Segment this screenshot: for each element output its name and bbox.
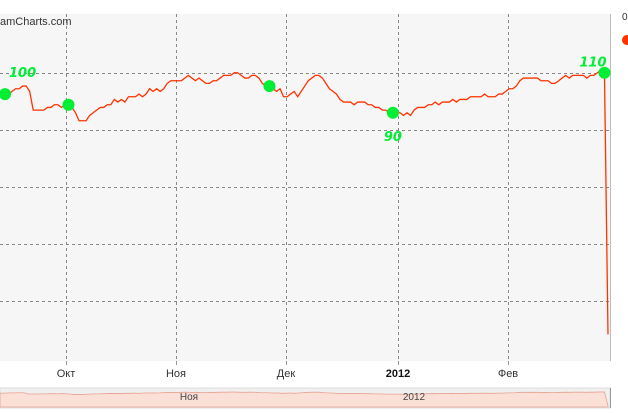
data-point-marker[interactable] [62, 98, 75, 111]
legend-label: 0 [622, 12, 628, 23]
data-point-marker[interactable] [263, 80, 276, 93]
x-tick-label: Дек [277, 368, 296, 380]
navigator-label: 2012 [403, 392, 426, 403]
data-point-label: 90 [384, 130, 402, 145]
data-point-marker[interactable] [386, 106, 399, 119]
series-line [5, 69, 609, 335]
navigator-labels: Ноя 2012 [180, 392, 426, 403]
data-point-label: 100 [9, 66, 36, 81]
x-tick-label: Фев [498, 368, 518, 380]
grid [0, 14, 610, 361]
series-line-path[interactable] [5, 69, 609, 335]
x-axis: Окт Ноя Дек 2012 Фев [57, 361, 518, 380]
x-tick-label: Окт [57, 368, 76, 380]
data-point-marker[interactable] [0, 88, 11, 101]
markers: 100 90 110 [0, 56, 611, 145]
navigator-series [0, 391, 609, 408]
navigator-label: Ноя [180, 392, 198, 403]
data-point-marker[interactable] [598, 66, 611, 79]
legend-marker[interactable] [622, 35, 628, 45]
data-point-label: 110 [579, 56, 606, 71]
watermark[interactable]: amCharts.com [0, 16, 72, 28]
x-tick-label: Ноя [166, 368, 186, 380]
x-tick-label: 2012 [386, 368, 410, 380]
